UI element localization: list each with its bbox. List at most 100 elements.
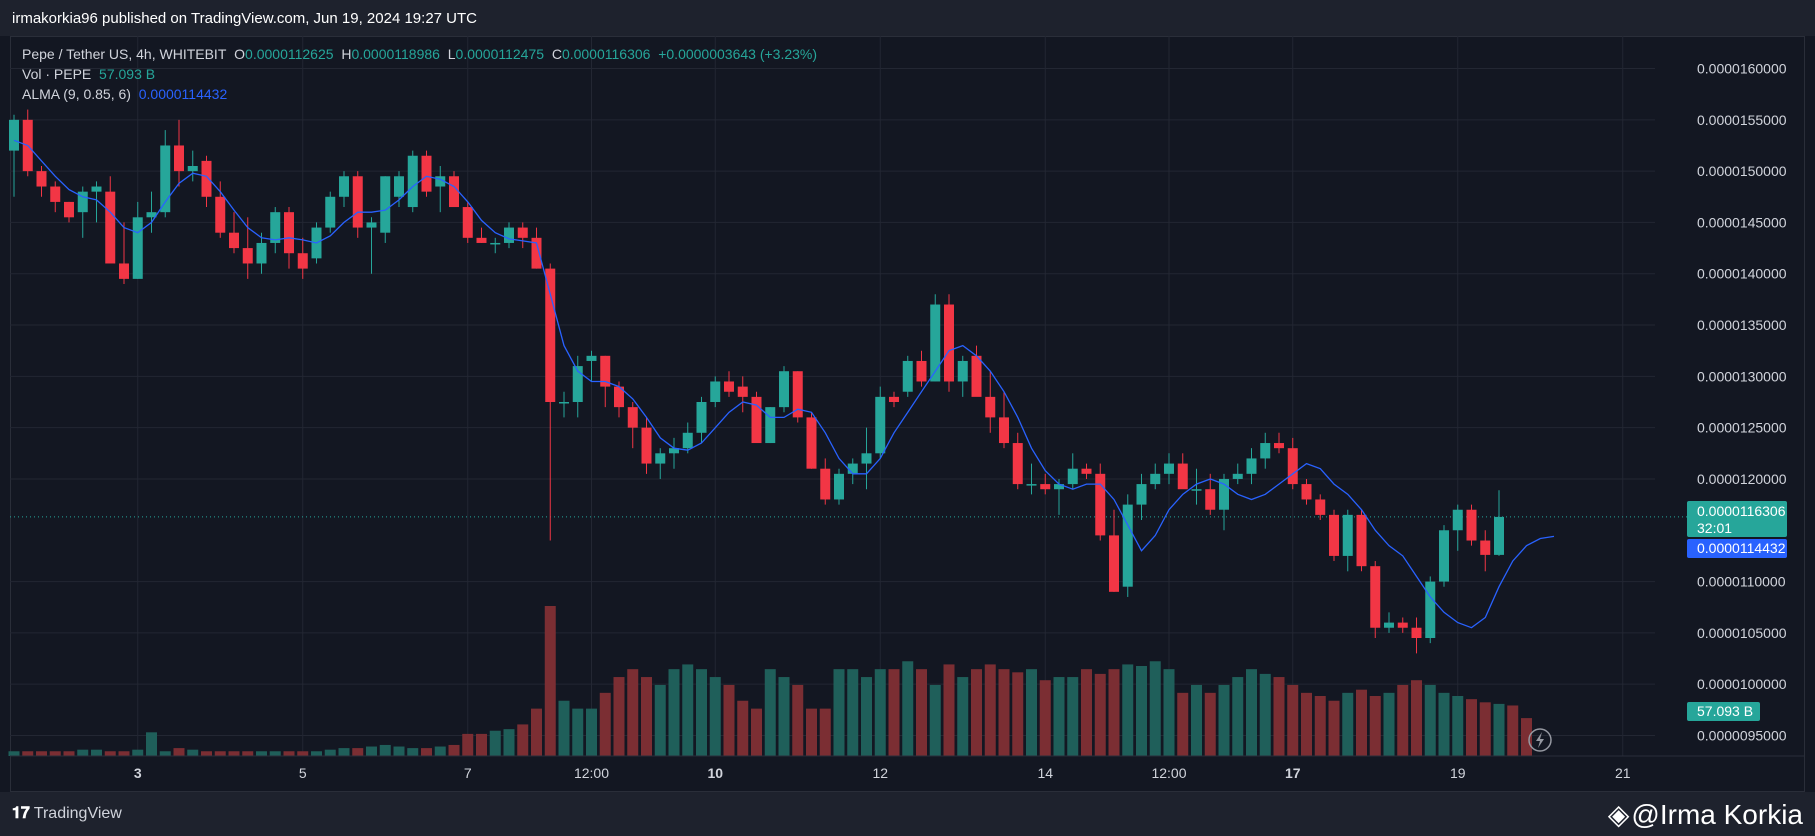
volume-bar xyxy=(434,746,446,756)
volume-bar xyxy=(1081,669,1092,756)
candle-body xyxy=(174,145,184,172)
countdown-badge-value: 32:01 xyxy=(1697,520,1732,536)
volume-bar xyxy=(613,677,625,756)
volume-bar xyxy=(1067,677,1079,756)
candle-body xyxy=(875,396,886,454)
volume-bar xyxy=(448,744,460,756)
volume-bar xyxy=(1301,692,1312,756)
volume-bar xyxy=(1273,677,1285,756)
candle-body xyxy=(64,201,74,218)
high-value: 0.0000118986 xyxy=(351,46,440,62)
lightning-icon[interactable] xyxy=(1528,728,1552,752)
candle-body xyxy=(1177,463,1188,490)
chart-legend: Pepe / Tether US, 4h, WHITEBIT O0.000011… xyxy=(22,44,817,104)
symbol-title[interactable]: Pepe / Tether US, 4h, WHITEBIT xyxy=(22,46,227,62)
volume-bar xyxy=(1287,684,1299,756)
candle-body xyxy=(1040,484,1051,490)
candle-body xyxy=(1494,516,1504,555)
volume-bar xyxy=(228,751,240,756)
candle-body xyxy=(1370,566,1381,628)
time-axis[interactable]: 3 5 7 12:00 10 12 14 12:00 17 19 21 xyxy=(10,755,1805,781)
candle-body xyxy=(1095,473,1106,536)
candle-body xyxy=(531,237,542,269)
volume-bar xyxy=(63,751,75,756)
volume-bar xyxy=(1328,700,1340,756)
candle-body xyxy=(1466,509,1477,541)
time-tick-label: 3 xyxy=(134,765,142,781)
volume-bar xyxy=(324,749,336,756)
volume-bar xyxy=(1136,666,1147,756)
volume-bar xyxy=(1246,669,1257,756)
volume-bar xyxy=(1314,696,1326,756)
open-label: O xyxy=(234,46,246,62)
open-value: 0.0000112625 xyxy=(245,46,334,62)
candle-body xyxy=(394,176,404,197)
volume-bar xyxy=(1232,677,1244,756)
alma-line xyxy=(13,139,1555,629)
candle-body xyxy=(36,171,47,187)
candle-body xyxy=(682,432,693,449)
candle-body xyxy=(1384,622,1394,628)
volume-bar xyxy=(1191,684,1202,756)
candle-body xyxy=(421,155,432,192)
volume-bar xyxy=(916,669,927,756)
volume-bar xyxy=(874,669,886,756)
candle-body xyxy=(325,196,336,228)
candle-body xyxy=(1301,484,1312,500)
candle-body xyxy=(1260,443,1271,459)
volume-bar xyxy=(1507,705,1519,756)
chart-svg[interactable]: 0.0000160000 0.0000155000 0.0000150000 0.00… xyxy=(0,36,1815,792)
volume-bar xyxy=(1149,661,1161,756)
volume-bar xyxy=(476,733,487,756)
volume-bar xyxy=(22,751,34,756)
volume-bar xyxy=(393,746,405,756)
time-tick-label: 7 xyxy=(464,765,472,781)
volume-badge: 57.093 B xyxy=(1687,702,1760,721)
price-tick-label: 0.0000100000 xyxy=(1697,676,1787,692)
candle-body xyxy=(242,248,253,264)
candle-body xyxy=(1287,448,1298,485)
volume-bar xyxy=(654,684,666,756)
volume-bar xyxy=(682,664,694,756)
candle-body xyxy=(476,237,487,243)
candle-body xyxy=(600,355,611,387)
candle-body xyxy=(737,386,748,397)
volume-bar xyxy=(187,749,199,756)
volume-bar xyxy=(1012,672,1024,756)
candle-body xyxy=(586,355,597,361)
volume-bar xyxy=(1177,692,1189,756)
candles xyxy=(9,109,1504,654)
volume-bar xyxy=(118,751,130,756)
volume-bar xyxy=(599,692,611,756)
volume-bar xyxy=(558,700,570,756)
candle-body xyxy=(50,186,61,202)
candle-body xyxy=(1342,514,1353,556)
candle-body xyxy=(1122,504,1133,587)
volume-bar xyxy=(1424,684,1436,756)
price-axis[interactable]: 0.0000160000 0.0000155000 0.0000150000 0.00… xyxy=(1697,61,1787,744)
volume-bar xyxy=(1356,689,1367,756)
volume-bar xyxy=(1521,718,1532,756)
volume-bar xyxy=(311,751,322,756)
tradingview-logo[interactable]: 𝟏𝟕 TradingView xyxy=(12,805,122,823)
candle-body xyxy=(449,176,459,208)
candle-body xyxy=(1356,514,1367,567)
volume-bar xyxy=(132,749,144,756)
volume-bar xyxy=(159,751,171,756)
alma-label[interactable]: ALMA (9, 0.85, 6) xyxy=(22,86,131,102)
candle-body xyxy=(971,355,982,397)
price-tick-label: 0.0000105000 xyxy=(1697,625,1787,641)
volume-bar xyxy=(366,746,377,756)
candle-body xyxy=(435,176,446,187)
volume-bar xyxy=(1397,684,1409,756)
volume-bar xyxy=(338,748,350,756)
price-tick-label: 0.0000110000 xyxy=(1697,574,1786,590)
candle-body xyxy=(1205,489,1216,510)
volume-bar xyxy=(1218,684,1230,756)
candle-body xyxy=(1411,627,1422,638)
volume-bar xyxy=(819,708,831,756)
volume-bar xyxy=(256,751,267,756)
candle-body xyxy=(1452,509,1463,531)
volume-label[interactable]: Vol · PEPE xyxy=(22,66,92,82)
alma-row: ALMA (9, 0.85, 6) 0.0000114432 xyxy=(22,84,817,104)
